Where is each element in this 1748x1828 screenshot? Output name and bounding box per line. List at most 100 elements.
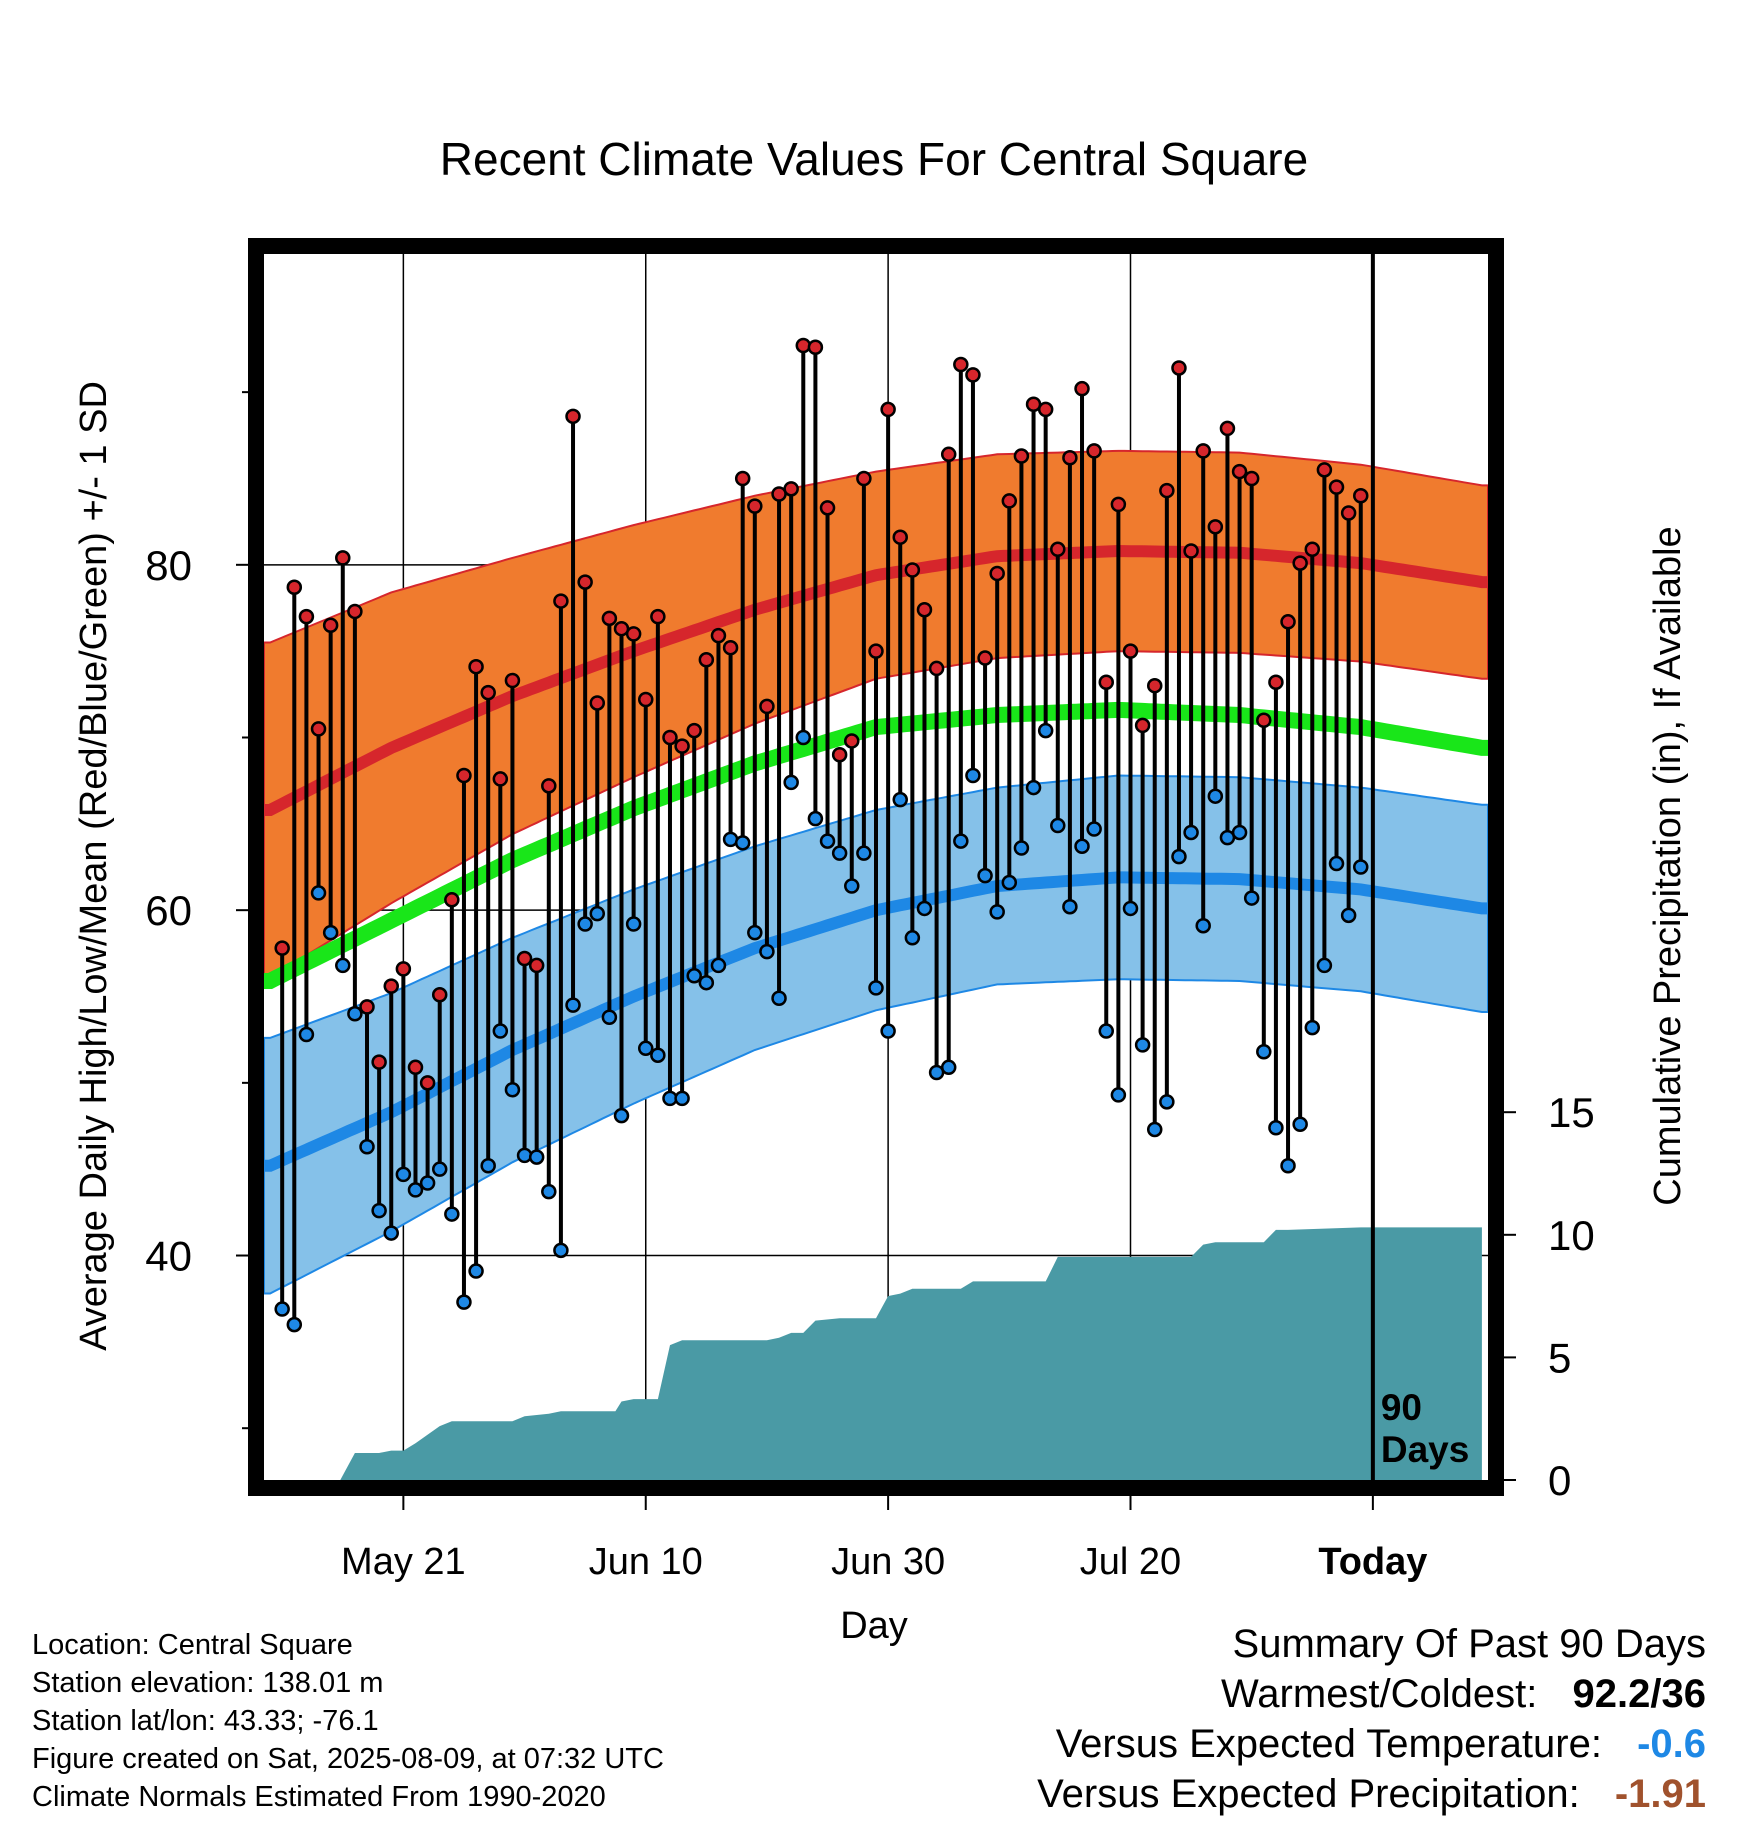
- latlon-text: Station lat/lon: 43.33; -76.1: [32, 1705, 379, 1737]
- location-text: Location: Central Square: [32, 1629, 353, 1661]
- daily-low-dot: [807, 810, 824, 827]
- daily-low-dot: [1304, 1019, 1321, 1036]
- daily-high-dot: [480, 684, 496, 701]
- temp-departure-value: -0.6: [1637, 1722, 1706, 1766]
- daily-high-dot: [589, 695, 606, 711]
- daily-low-dot: [1074, 838, 1090, 855]
- daily-high-dot: [928, 660, 945, 677]
- daily-high-dot: [1243, 470, 1260, 487]
- daily-low-dot: [819, 833, 836, 849]
- daily-low-dot: [892, 791, 908, 808]
- daily-low-dot: [868, 980, 884, 996]
- daily-low-dot: [710, 957, 727, 974]
- y-axis-left: 40 60 80: [145, 391, 248, 1430]
- daily-low-dot: [783, 774, 799, 791]
- daily-low-dot: [1159, 1094, 1175, 1110]
- daily-high-dot: [819, 500, 836, 516]
- daily-high-dot: [322, 617, 339, 634]
- daily-high-dot: [1340, 505, 1357, 521]
- warmest-coldest-value: 92.2/36: [1572, 1672, 1706, 1716]
- daily-high-dot: [698, 652, 715, 668]
- daily-high-dot: [1001, 493, 1018, 509]
- daily-high-dot: [1183, 543, 1199, 559]
- daily-low-dot: [371, 1202, 387, 1219]
- daily-high-dot: [783, 481, 799, 497]
- daily-low-dot: [1292, 1116, 1308, 1133]
- x-tick-label: Jul 20: [1080, 1541, 1181, 1583]
- station-info: Location: Central Square Station elevati…: [32, 1626, 664, 1816]
- daily-low-dot: [456, 1294, 472, 1310]
- daily-high-dot: [734, 470, 751, 487]
- daily-high-dot: [1304, 541, 1321, 558]
- daily-low-dot: [1268, 1119, 1284, 1136]
- daily-high-dot: [940, 446, 957, 463]
- daily-high-dot: [1256, 712, 1272, 728]
- daily-low-dot: [916, 900, 933, 917]
- daily-low-dot: [795, 729, 812, 746]
- x-axis-label: Day: [840, 1605, 908, 1647]
- normals-text: Climate Normals Estimated From 1990-2020: [32, 1781, 606, 1813]
- daily-high-dot: [492, 771, 509, 787]
- y2-tick-label: 15: [1548, 1089, 1595, 1136]
- daily-high-dot: [504, 672, 521, 689]
- today-days-word: Days: [1381, 1429, 1469, 1470]
- daily-high-dot: [1328, 479, 1345, 495]
- summary-precipitation: Versus Expected Precipitation: -1.91: [1037, 1772, 1706, 1817]
- daily-low-dot: [577, 916, 593, 932]
- daily-high-dot: [807, 339, 824, 355]
- precip-departure-value: -1.91: [1614, 1772, 1706, 1816]
- daily-high-dot: [650, 608, 666, 625]
- daily-high-dot: [916, 601, 933, 618]
- daily-low-dot: [444, 1206, 460, 1222]
- daily-low-dot: [880, 1023, 896, 1039]
- daily-high-dot: [335, 550, 351, 566]
- daily-low-dot: [747, 924, 763, 941]
- y-tick-label: 40: [145, 1233, 192, 1280]
- daily-low-dot: [286, 1316, 303, 1333]
- daily-high-dot: [795, 337, 812, 354]
- daily-high-dot: [1219, 420, 1236, 437]
- daily-high-dot: [298, 608, 315, 625]
- daily-low-dot: [1037, 722, 1054, 739]
- daily-low-dot: [528, 1149, 545, 1165]
- daily-high-dot: [856, 470, 872, 487]
- daily-high-dot: [359, 999, 375, 1015]
- created-text: Figure created on Sat, 2025-08-09, at 07…: [32, 1743, 664, 1775]
- y-tick-label: 80: [145, 542, 192, 589]
- precip-cumulative-area: [270, 1227, 1482, 1480]
- daily-low-dot: [1001, 874, 1018, 891]
- daily-low-dot: [1062, 898, 1078, 915]
- daily-low-dot: [480, 1157, 496, 1174]
- daily-high-dot: [310, 721, 327, 737]
- daily-high-dot: [565, 408, 581, 425]
- daily-high-dot: [528, 957, 545, 974]
- daily-low-dot: [1050, 817, 1066, 834]
- daily-low-dot: [989, 904, 1005, 920]
- daily-high-dot: [965, 367, 981, 383]
- daily-low-dot: [1146, 1121, 1163, 1138]
- daily-high-dot: [1074, 380, 1090, 397]
- y2-tick-label: 5: [1548, 1334, 1571, 1381]
- daily-high-dot: [1171, 360, 1187, 376]
- y-axis-label: Average Daily High/Low/Mean (Red/Blue/Gr…: [73, 381, 115, 1351]
- daily-high-dot: [516, 950, 533, 967]
- daily-high-dot: [880, 401, 896, 418]
- daily-low-dot: [1280, 1157, 1296, 1174]
- daily-high-dot: [977, 650, 993, 666]
- daily-high-dot: [286, 579, 303, 596]
- daily-high-dot: [953, 356, 969, 373]
- daily-high-dot: [1316, 462, 1333, 478]
- daily-high-dot: [1280, 614, 1296, 630]
- daily-low-dot: [335, 957, 351, 974]
- normal-high-mean-line: [264, 544, 1488, 816]
- y-tick-label: 60: [145, 887, 192, 934]
- daily-low-dot: [625, 916, 642, 932]
- daily-low-dot: [1122, 900, 1139, 917]
- daily-high-dot: [577, 574, 593, 590]
- daily-low-dot: [977, 867, 993, 884]
- daily-high-dot: [1062, 450, 1078, 466]
- daily-low-dot: [1098, 1023, 1115, 1039]
- precip-departure-label: Versus Expected Precipitation:: [1037, 1772, 1580, 1816]
- daily-high-dot: [383, 978, 399, 994]
- daily-low-dot: [1171, 848, 1187, 865]
